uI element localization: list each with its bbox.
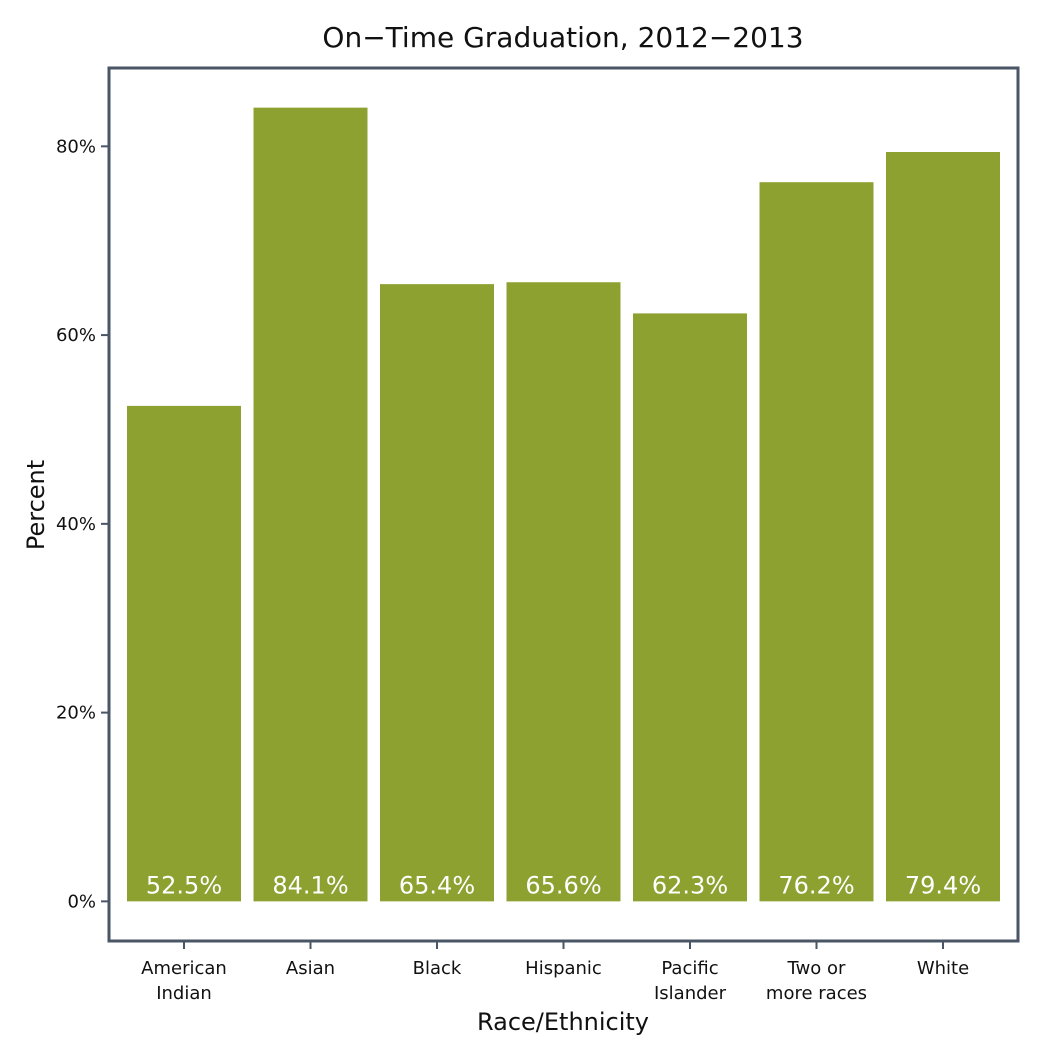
bar-value-label: 52.5% bbox=[146, 871, 222, 899]
x-tick-label: Hispanic bbox=[525, 958, 602, 979]
bars: 52.5% 84.1% 65.4% 65.6% 62.3% 76.2% 79.4% bbox=[127, 107, 1000, 902]
x-tick-label-line: Pacific bbox=[661, 958, 718, 979]
x-tick-label-line: American bbox=[141, 958, 227, 979]
y-tick-label: 40% bbox=[56, 514, 96, 535]
x-tick-label-line: more races bbox=[766, 983, 867, 1004]
x-tick-label-line: Asian bbox=[286, 958, 335, 979]
x-tick-label: American Indian bbox=[141, 958, 227, 1004]
bar bbox=[633, 313, 747, 902]
x-tick-label: Two or more races bbox=[766, 958, 867, 1004]
x-tick-label-line: White bbox=[917, 958, 969, 979]
x-axis: American Indian Asian Black Hispanic Pacific I… bbox=[141, 941, 969, 1004]
x-tick-label-line: Black bbox=[413, 958, 462, 979]
chart-title: On−Time Graduation, 2012−2013 bbox=[322, 21, 803, 54]
bar bbox=[253, 107, 368, 902]
bar-value-label: 62.3% bbox=[652, 871, 728, 899]
x-tick-label: Black bbox=[413, 958, 462, 979]
bar bbox=[506, 282, 621, 902]
x-tick-label-line: Hispanic bbox=[525, 958, 602, 979]
x-tick-label: Pacific Islander bbox=[654, 958, 727, 1004]
bar-value-label: 65.6% bbox=[525, 871, 601, 899]
y-axis-title: Percent bbox=[22, 460, 50, 550]
y-tick-label: 20% bbox=[56, 703, 96, 724]
y-tick-label: 0% bbox=[67, 891, 96, 912]
bar bbox=[886, 151, 1000, 902]
bar bbox=[380, 284, 494, 902]
bar bbox=[127, 405, 241, 902]
bar-value-label: 76.2% bbox=[778, 871, 854, 899]
x-tick-label-line: Indian bbox=[156, 983, 212, 1004]
bar-value-label: 84.1% bbox=[272, 871, 348, 899]
y-tick-label: 80% bbox=[56, 136, 96, 157]
x-tick-label-line: Two or bbox=[787, 958, 846, 979]
x-tick-label-line: Islander bbox=[654, 983, 727, 1004]
bar-value-label: 65.4% bbox=[399, 871, 475, 899]
x-tick-label: White bbox=[917, 958, 969, 979]
x-tick-label: Asian bbox=[286, 958, 335, 979]
y-tick-label: 60% bbox=[56, 325, 96, 346]
bar-value-label: 79.4% bbox=[905, 871, 981, 899]
y-axis: 0% 20% 40% 60% 80% bbox=[56, 136, 109, 912]
bar bbox=[759, 182, 874, 902]
x-axis-title: Race/Ethnicity bbox=[477, 1008, 649, 1036]
